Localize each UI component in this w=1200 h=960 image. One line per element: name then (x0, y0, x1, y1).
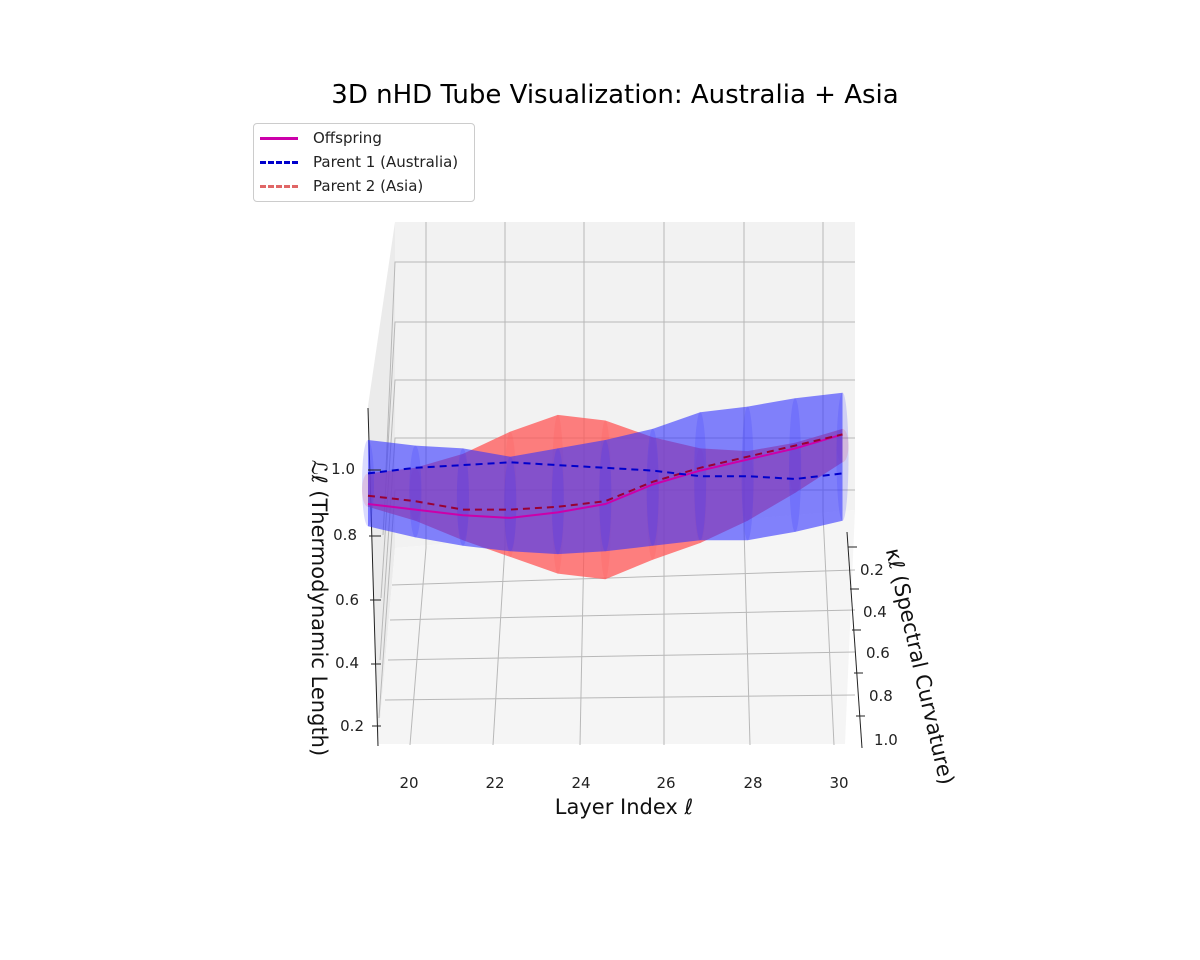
parent1-tube-ring (551, 448, 564, 555)
gridline-z-10 (385, 261, 855, 471)
z-tick-marks (368, 469, 381, 727)
y-tick-label: 0.4 (863, 603, 887, 621)
y-axis-line (846, 531, 863, 749)
gridline-x-20 (409, 222, 427, 746)
y-axis-label: κℓ (Spectral Curvature) (881, 546, 959, 787)
offspring-line (367, 433, 843, 519)
parent1-tube-ring (646, 428, 659, 546)
chart-title: 3D nHD Tube Visualization: Australia + A… (331, 80, 899, 110)
gridline-y-02 (384, 694, 856, 701)
parent1-tube-ring (409, 445, 422, 538)
parent1-line (367, 461, 843, 481)
floor-pane (378, 510, 855, 744)
z-axis-label: ℒℓ (Thermodynamic Length) (307, 460, 331, 756)
x-tick-label: 26 (656, 774, 675, 792)
legend-label-parent2: Parent 2 (Asia) (313, 177, 424, 195)
gridline-y-08 (391, 569, 856, 586)
gridline-y-06 (389, 609, 856, 621)
z-tick-label: 0.8 (333, 526, 357, 544)
x-tick-label: 28 (743, 774, 762, 792)
x-tick-label: 24 (571, 774, 590, 792)
z-tick-label: 0.6 (335, 591, 359, 609)
z-tick-label: 0.4 (335, 654, 359, 672)
x-axis-label: Layer Index ℓ (555, 795, 693, 819)
x-tick-labels: 20 22 24 26 28 30 (399, 774, 848, 792)
parent1-tube-ring (504, 456, 517, 552)
y-tick-label: 0.2 (860, 561, 884, 579)
parent1-tube-ring (599, 440, 612, 552)
legend-swatch-parent1 (260, 160, 298, 164)
y-tick-marks (848, 546, 865, 717)
parent1-tube (368, 392, 843, 555)
z-tick-label: 0.2 (340, 717, 364, 735)
y-tick-label: 1.0 (874, 731, 898, 749)
legend-swatch-offspring (260, 136, 298, 140)
z-tick-labels: 0.2 0.4 0.6 0.8 1.0 (331, 460, 364, 735)
parent1-tube-ring (836, 392, 849, 521)
parent1-tube-ring (362, 440, 374, 527)
legend-label-offspring: Offspring (313, 129, 382, 147)
parent1-tube-ring (694, 412, 707, 541)
legend-swatch-parent2 (260, 184, 298, 188)
parent1-tube-ring (456, 448, 469, 546)
legend-label-parent1: Parent 1 (Australia) (313, 153, 459, 171)
x-tick-label: 20 (399, 774, 418, 792)
legend-item-offspring: Offspring (260, 127, 382, 149)
x-tick-label: 22 (485, 774, 504, 792)
data-layer (362, 392, 849, 580)
z-tick-label: 1.0 (331, 460, 355, 478)
y-tick-labels: 0.2 0.4 0.6 0.8 1.0 (860, 561, 898, 749)
y-tick-label: 0.8 (869, 687, 893, 705)
y-tick-label: 0.6 (866, 644, 890, 662)
legend-item-parent1: Parent 1 (Australia) (260, 151, 458, 173)
gridline-y-04 (387, 651, 856, 661)
parent1-tube-ring (741, 406, 754, 541)
legend: Offspring Parent 1 (Australia) Parent 2 … (253, 123, 475, 202)
legend-item-parent2: Parent 2 (Asia) (260, 175, 423, 197)
x-tick-label: 30 (829, 774, 848, 792)
parent1-tube-ring (789, 398, 802, 532)
